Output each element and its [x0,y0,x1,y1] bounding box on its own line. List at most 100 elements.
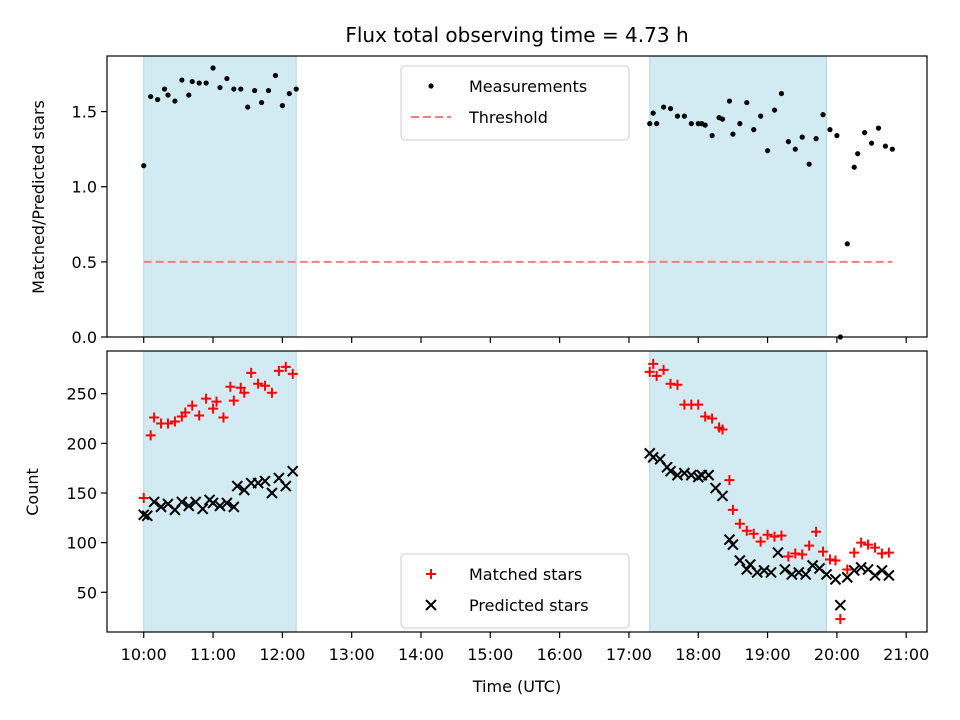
y-tick-label: 100 [66,534,97,553]
data-point [724,475,735,486]
data-point [265,87,272,94]
data-point [765,566,777,579]
data-point [727,538,739,551]
x-tick-label: 12:00 [259,645,305,664]
data-point [651,370,662,381]
data-point [286,90,292,97]
data-point [208,403,219,414]
y-tick-label: 0.0 [72,328,97,347]
chart-title: Flux total observing time = 4.73 h [345,23,688,47]
data-point [231,480,244,492]
data-point [238,86,244,92]
x-tick-label: 19:00 [745,645,791,664]
data-point [196,503,209,515]
data-point [148,93,154,100]
data-point [672,379,683,390]
data-point [272,72,279,79]
data-point [806,161,812,167]
data-point [260,380,271,391]
data-point [776,530,787,541]
data-point [203,80,209,86]
data-point [196,80,202,86]
data-point [259,475,271,487]
data-point [716,490,729,502]
data-point [869,569,881,582]
data-point [820,112,826,118]
x-tick-label: 17:00 [606,645,652,664]
data-point [741,563,753,576]
data-point [806,559,819,572]
data-point [688,121,694,127]
data-point [661,104,667,110]
legend-marker [426,569,436,579]
data-point [748,528,759,539]
x-tick-label: 14:00 [398,645,444,664]
data-point [210,65,216,71]
data-point [667,105,674,112]
data-point [730,131,736,137]
data-point [280,480,292,492]
legend-entry: Measurements [469,77,587,96]
data-point [719,116,726,122]
data-point [700,411,711,422]
data-point [228,501,240,513]
data-point [876,564,888,577]
y-tick-label: 0.5 [72,253,97,272]
data-point [273,365,284,376]
data-point [799,134,805,140]
data-point [148,496,160,508]
bottom-panel: 50 100 150 200 250 10:00 11:00 12:00 13:00 14:00 1… [66,350,929,664]
data-point [793,566,805,579]
axes-frame [106,350,928,633]
top-panel: 0.0 0.5 1.0 1.5 Measurements Threshold [72,55,928,347]
data-point [293,86,299,92]
data-point [734,554,746,567]
x-axis-label: Time (UTC) [472,677,561,696]
data-point [868,140,875,146]
data-point [707,413,718,424]
data-point [862,130,868,136]
data-point [225,381,236,392]
shaded-interval [649,350,827,633]
data-point [835,614,846,625]
data-point [762,529,773,540]
data-point [811,526,822,537]
bottom-y-axis-label: Count [23,468,42,516]
data-point [180,407,191,418]
shaded-interval [143,55,297,338]
data-point [644,366,655,377]
data-point [851,164,857,170]
y-tick-label: 50 [77,583,97,602]
data-point [751,127,757,133]
data-point [734,518,745,529]
legend-entry: Threshold [468,108,548,127]
data-point [830,555,841,566]
data-point [207,497,219,509]
x-tick-label: 16:00 [537,645,583,664]
data-point [245,104,251,110]
data-point [658,364,669,375]
data-point [138,509,150,521]
data-point [681,113,687,119]
data-point [155,501,167,513]
data-point [189,78,195,85]
data-point [266,487,278,499]
data-point [702,122,708,128]
y-tick-label: 150 [66,484,97,503]
data-point [856,537,867,548]
data-point [287,368,298,379]
data-point [224,75,230,82]
data-point [709,133,715,139]
data-point [258,99,265,106]
data-point [253,378,264,389]
data-point [771,107,778,113]
data-point [138,492,149,503]
data-point [813,136,819,142]
data-point [723,533,736,546]
x-tick-label: 13:00 [329,645,375,664]
data-point [844,241,850,247]
data-point [820,568,833,581]
data-point [883,569,895,582]
data-point [792,146,798,152]
y-tick-label: 1.5 [72,103,97,122]
